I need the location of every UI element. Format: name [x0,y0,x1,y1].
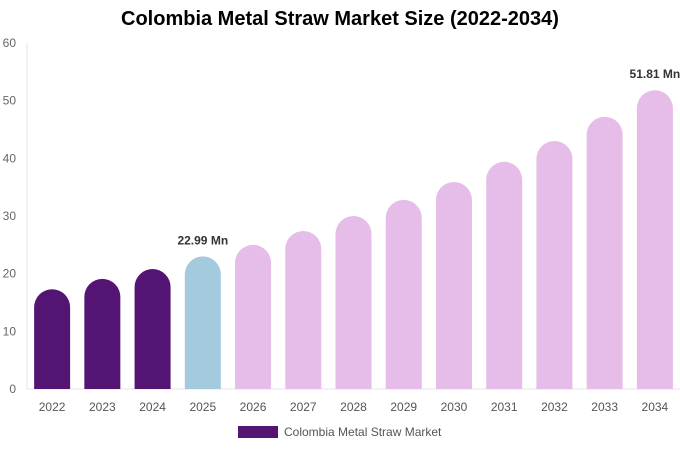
y-tick-label: 10 [3,324,17,338]
x-tick-label: 2026 [240,400,267,414]
legend-swatch [238,426,278,438]
legend-label: Colombia Metal Straw Market [284,425,442,439]
bar-2029 [385,199,422,389]
y-tick-label: 50 [3,94,17,108]
bar-2031 [486,161,523,389]
bar-2030 [435,181,472,389]
x-tick-label: 2033 [591,400,618,414]
bar-2026 [235,244,272,389]
bar-2025 [184,256,221,389]
data-label: 51.81 Mn [630,67,680,81]
bar-2032 [536,141,573,389]
bar-2033 [586,116,623,389]
x-tick-label: 2030 [441,400,468,414]
x-tick-label: 2029 [390,400,417,414]
x-tick-label: 2032 [541,400,568,414]
x-tick-label: 2022 [39,400,66,414]
y-tick-label: 20 [3,267,17,281]
bar-2024 [134,269,171,389]
y-tick-label: 40 [3,151,17,165]
x-tick-label: 2034 [642,400,669,414]
x-tick-label: 2024 [139,400,166,414]
bar-2023 [84,278,121,389]
chart-title: Colombia Metal Straw Market Size (2022-2… [121,8,559,30]
legend[interactable]: Colombia Metal Straw Market [238,425,441,439]
x-tick-label: 2031 [491,400,518,414]
x-tick-label: 2027 [290,400,317,414]
bar-2027 [285,230,322,389]
bar-2034 [636,90,673,389]
bar-2022 [34,289,71,389]
x-tick-label: 2025 [189,400,216,414]
bar-2028 [335,216,372,389]
y-tick-label: 30 [3,209,17,223]
y-tick-label: 60 [3,36,17,50]
y-tick-label: 0 [9,382,16,396]
x-tick-label: 2023 [89,400,116,414]
data-label: 22.99 Mn [177,233,228,247]
x-tick-label: 2028 [340,400,367,414]
